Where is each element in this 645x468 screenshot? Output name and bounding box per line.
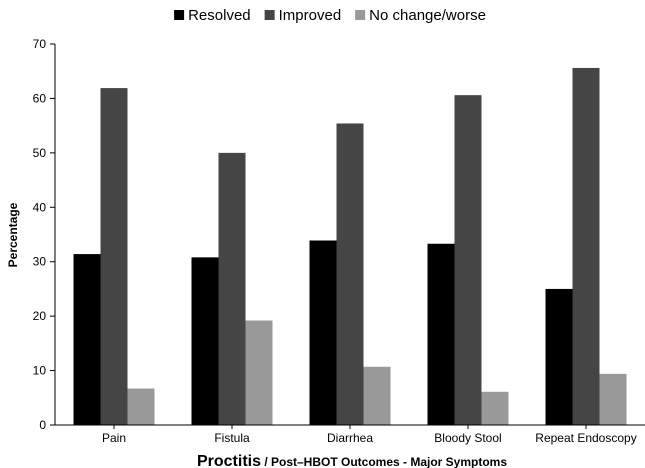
bar-resolved-bloody-stool: [427, 243, 455, 425]
x-axis: Pain Fistula Diarrhea Bloody Stool Repeat En…: [55, 424, 645, 445]
x-tick-label-repeat-endoscopy: Repeat Endoscopy: [535, 431, 636, 445]
x-tick-label-pain: Pain: [102, 431, 126, 445]
legend-label: Improved: [279, 7, 342, 24]
bar-improved-diarrhea: [336, 123, 364, 426]
x-axis-caption-main: Proctitis: [197, 453, 261, 468]
bar-resolved-diarrhea: [309, 240, 337, 425]
y-axis-label: Percentage: [6, 202, 20, 267]
y-tick: 50: [33, 146, 55, 160]
bar-resolved-pain: [73, 254, 101, 425]
y-tick: 0: [39, 418, 55, 432]
y-tick-label: 70: [33, 37, 47, 51]
y-tick: 30: [33, 255, 55, 269]
legend-label: Resolved: [188, 7, 251, 24]
y-tick: 60: [33, 91, 55, 105]
y-tick: 10: [33, 364, 55, 378]
bar-improved-pain: [100, 88, 128, 425]
legend-label: No change/worse: [369, 7, 486, 24]
bar-no-change-worse-bloody-stool: [481, 391, 509, 425]
y-tick-label: 60: [33, 91, 47, 105]
legend-item-no-change-worse: No change/worse: [355, 7, 486, 24]
y-tick-label: 0: [39, 418, 46, 432]
y-tick: 40: [33, 200, 55, 214]
x-tick-label-bloody-stool: Bloody Stool: [434, 431, 501, 445]
y-tick-label: 10: [33, 364, 47, 378]
x-tick: Pain: [102, 425, 126, 445]
y-axis: 0 10 20 30 40 50 60 70: [33, 37, 56, 432]
bar-improved-bloody-stool: [454, 95, 482, 426]
x-axis-caption: Proctitis / Post–HBOT Outcomes - Major S…: [197, 453, 507, 468]
x-tick: Diarrhea: [327, 425, 373, 445]
y-tick-label: 40: [33, 200, 47, 214]
bar-improved-repeat-endoscopy: [572, 67, 600, 425]
y-tick-label: 30: [33, 255, 47, 269]
bar-no-change-worse-pain: [127, 388, 155, 425]
x-tick-label-diarrhea: Diarrhea: [327, 431, 373, 445]
bar-resolved-repeat-endoscopy: [545, 288, 573, 425]
legend: Resolved Improved No change/worse: [174, 7, 486, 24]
legend-swatch: [264, 10, 275, 20]
y-tick: 70: [33, 37, 55, 51]
bar-improved-fistula: [218, 152, 246, 425]
x-axis-caption-sub: / Post–HBOT Outcomes - Major Symptoms: [261, 455, 507, 468]
bar-no-change-worse-fistula: [245, 320, 273, 425]
y-tick-label: 50: [33, 146, 47, 160]
legend-item-improved: Improved: [264, 7, 342, 24]
x-tick-label-fistula: Fistula: [214, 431, 250, 445]
bars: [73, 67, 627, 426]
x-tick: Bloody Stool: [434, 425, 502, 445]
bar-no-change-worse-diarrhea: [363, 366, 391, 425]
bar-resolved-fistula: [191, 257, 219, 425]
legend-swatch: [174, 10, 185, 20]
x-tick: Repeat Endoscopy: [535, 425, 637, 445]
bar-no-change-worse-repeat-endoscopy: [599, 373, 627, 425]
x-tick: Fistula: [214, 425, 250, 445]
y-tick: 20: [33, 309, 55, 323]
legend-swatch: [355, 10, 366, 20]
legend-item-resolved: Resolved: [174, 7, 251, 24]
y-tick-label: 20: [33, 309, 47, 323]
